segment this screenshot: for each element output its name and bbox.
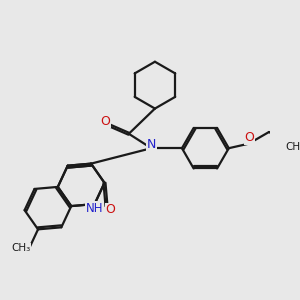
Text: CH₃: CH₃	[11, 244, 31, 254]
Text: NH: NH	[86, 202, 103, 215]
Text: CH₃: CH₃	[285, 142, 300, 152]
Text: O: O	[100, 115, 110, 128]
Text: N: N	[147, 138, 156, 151]
Text: O: O	[245, 131, 254, 144]
Text: O: O	[105, 203, 115, 216]
